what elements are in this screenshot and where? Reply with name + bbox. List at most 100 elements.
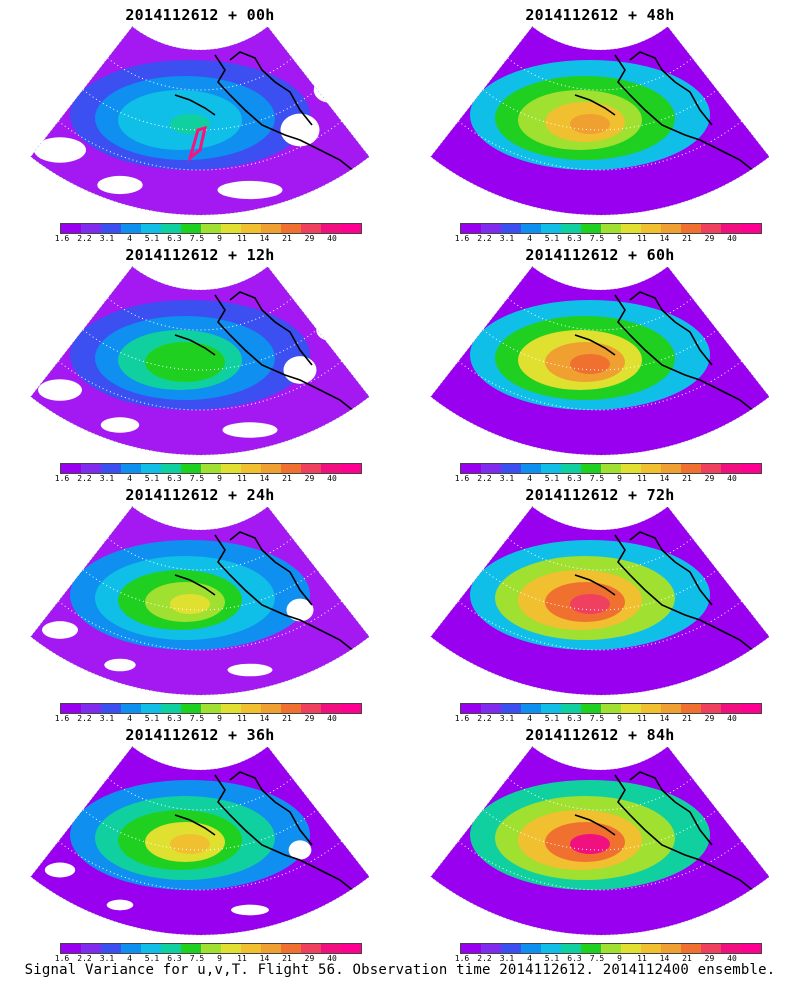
colorbar-tick-label: 29 (704, 714, 715, 723)
colorbar-swatch (601, 704, 621, 713)
colorbar-swatch (81, 464, 101, 473)
colorbar-swatch (81, 704, 101, 713)
colorbar-tick-label: 11 (237, 954, 247, 963)
colorbar-tick-label: 11 (637, 954, 647, 963)
colorbar-tick-label: 2.2 (477, 714, 492, 723)
colorbar (60, 223, 362, 234)
colorbar-tick-label: 2.2 (477, 474, 492, 483)
colorbar-tick-label: 11 (637, 714, 647, 723)
no-data-gap (217, 180, 283, 200)
no-data-gap (106, 899, 134, 911)
panel-title: 2014112612 + 12h (125, 246, 275, 264)
colorbar-tick-label: 21 (682, 954, 692, 963)
colorbar-tick-label: 2.2 (77, 234, 92, 243)
colorbar-swatch (101, 944, 121, 953)
colorbar-tick-label: 4 (127, 954, 132, 963)
latitude-line (58, 840, 342, 891)
colorbar-tick-label: 7.5 (589, 234, 605, 243)
colorbar (460, 703, 762, 714)
contour-region (570, 594, 610, 614)
map-panel: 2014112612 + 24h 1.6 2.2 3.1 4 5.1 6.3 7.5 9 11 14… (0, 480, 400, 725)
colorbar-swatch (621, 944, 641, 953)
colorbar-tick-label: 3.1 (499, 954, 515, 963)
colorbar-swatch (681, 224, 701, 233)
colorbar-tick-label: 1.6 (54, 714, 70, 723)
colorbar-tick-label: 2.2 (477, 234, 492, 243)
panel-title: 2014112612 + 00h (125, 6, 275, 24)
colorbar-swatch (521, 464, 541, 473)
colorbar-swatch (481, 944, 501, 953)
colorbar-swatch (741, 704, 761, 713)
no-data-gap (320, 802, 340, 818)
colorbar-ticks: 1.6 2.2 3.1 4 5.1 6.3 7.5 9 11 14 21 29 40 (455, 954, 760, 964)
coastline (174, 291, 356, 413)
colorbar-swatch (741, 944, 761, 953)
colorbar-swatch (301, 944, 321, 953)
colorbar-swatch (521, 224, 541, 233)
latitude-line (58, 600, 342, 651)
colorbar-tick-label: 4 (527, 954, 532, 963)
colorbar-swatch (181, 224, 201, 233)
colorbar-swatch (681, 944, 701, 953)
colorbar-swatch (141, 944, 161, 953)
colorbar-tick-label: 29 (304, 474, 315, 483)
colorbar-swatch (541, 464, 561, 473)
colorbar-tick-label: 3.1 (499, 234, 515, 243)
colorbar-swatch (681, 464, 701, 473)
no-data-gap (222, 422, 278, 438)
colorbar-tick-label: 40 (727, 954, 737, 963)
colorbar-tick-label: 1.6 (454, 714, 470, 723)
coastline (174, 51, 356, 173)
colorbar-tick-label: 3.1 (99, 234, 115, 243)
colorbar-tick-label: 4 (127, 474, 132, 483)
map-panel: 2014112612 + 12h 1.6 2.2 3.1 4 5.1 6.3 7.5 9 11 14… (0, 240, 400, 485)
colorbar-swatch (601, 464, 621, 473)
latitude-line (58, 120, 342, 171)
colorbar-tick-label: 9 (217, 474, 222, 483)
colorbar-swatch (141, 224, 161, 233)
colorbar-ticks: 1.6 2.2 3.1 4 5.1 6.3 7.5 9 11 14 21 29 40 (55, 474, 360, 484)
colorbar-tick-label: 14 (659, 474, 670, 483)
colorbar-swatch (461, 224, 481, 233)
colorbar-tick-label: 21 (282, 954, 292, 963)
colorbar-swatch (141, 704, 161, 713)
coastline (174, 531, 356, 653)
map-panel: 2014112612 + 36h 1.6 2.2 3.1 4 5.1 6.3 7.5 9 11 14… (0, 720, 400, 965)
colorbar-swatch (261, 944, 281, 953)
panel-title: 2014112612 + 36h (125, 726, 275, 744)
colorbar-tick-label: 3.1 (99, 714, 115, 723)
colorbar-swatch (141, 464, 161, 473)
colorbar-tick-label: 11 (237, 474, 247, 483)
colorbar-swatch (561, 464, 581, 473)
colorbar-tick-label: 2.2 (77, 954, 92, 963)
colorbar-swatch (621, 224, 641, 233)
colorbar-swatch (301, 704, 321, 713)
colorbar-swatch (501, 704, 521, 713)
colorbar-swatch (321, 224, 341, 233)
colorbar-swatch (341, 464, 361, 473)
colorbar-tick-label: 1.6 (54, 954, 70, 963)
colorbar-tick-label: 14 (259, 474, 270, 483)
colorbar-swatch (61, 464, 81, 473)
colorbar-swatch (61, 704, 81, 713)
colorbar-tick-label: 14 (659, 234, 670, 243)
no-data-gap (231, 904, 269, 916)
colorbar-swatch (241, 224, 261, 233)
colorbar-swatch (641, 944, 661, 953)
colorbar-swatch (501, 944, 521, 953)
colorbar-swatch (581, 944, 601, 953)
colorbar-tick-label: 7.5 (589, 714, 605, 723)
figure-caption: Signal Variance for u,v,T. Flight 56. Ob… (24, 962, 776, 978)
no-data-gap (318, 561, 342, 579)
colorbar-tick-label: 14 (259, 234, 270, 243)
no-data-gap (288, 840, 312, 860)
panel-title: 2014112612 + 72h (525, 486, 675, 504)
colorbar-tick-label: 5.1 (544, 954, 560, 963)
variance-map (429, 25, 771, 216)
colorbar-tick-label: 29 (704, 234, 715, 243)
colorbar-swatch (741, 464, 761, 473)
colorbar (60, 943, 362, 954)
variance-map (429, 505, 771, 696)
colorbar-tick-label: 7.5 (189, 234, 205, 243)
coastline (574, 51, 756, 173)
